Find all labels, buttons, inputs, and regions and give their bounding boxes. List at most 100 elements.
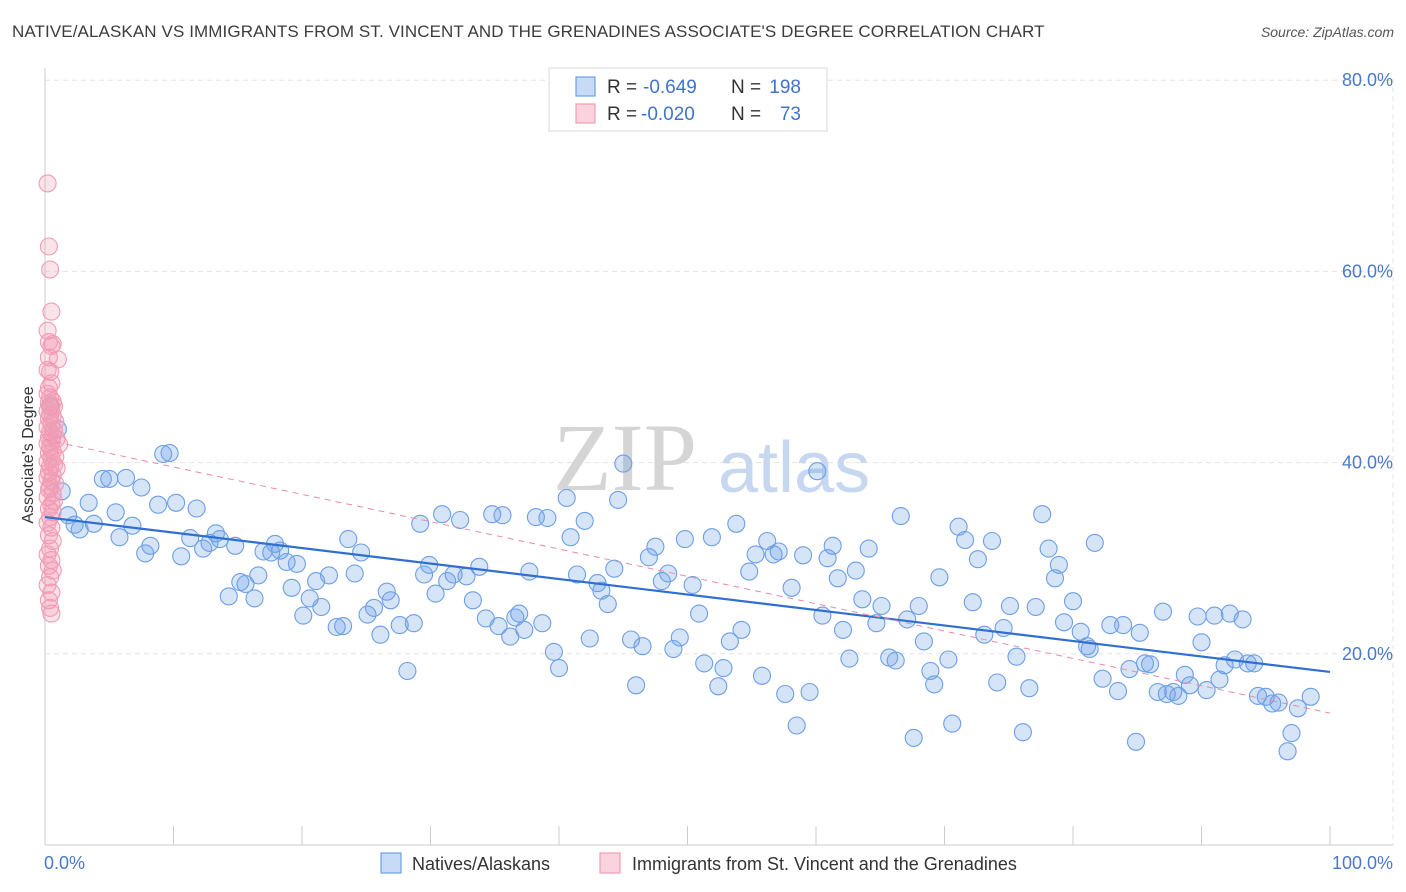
data-point-natives	[683, 575, 702, 595]
legend-swatch-immigrants	[599, 852, 621, 874]
data-point-natives	[1063, 592, 1083, 611]
x-tick-label: 100.0%	[1332, 853, 1393, 873]
data-point-natives	[702, 528, 721, 547]
data-point-natives	[520, 562, 539, 581]
data-point-natives	[1101, 616, 1120, 635]
data-point-natives	[909, 596, 928, 616]
data-point-natives	[1080, 639, 1099, 659]
data-point-natives	[463, 591, 482, 610]
data-point-natives	[110, 528, 129, 547]
data-point-natives	[426, 584, 445, 603]
data-point-natives	[312, 597, 331, 617]
data-point-natives	[823, 536, 842, 555]
data-point-natives	[963, 593, 982, 612]
watermark-atlas: atlas	[718, 428, 870, 508]
data-point-natives	[646, 537, 665, 556]
data-point-natives	[390, 616, 409, 635]
data-point-natives	[639, 548, 658, 567]
data-point-natives	[470, 557, 489, 576]
data-point-natives	[79, 493, 98, 512]
data-point-natives	[690, 604, 709, 623]
stats-n-value-0: 198	[769, 77, 801, 98]
data-point-natives	[404, 614, 423, 633]
data-point-natives	[371, 625, 390, 644]
data-point-natives	[670, 628, 689, 647]
y-tick-label: 40.0%	[1342, 453, 1393, 473]
data-point-natives	[1215, 656, 1234, 675]
data-point-natives	[709, 677, 728, 696]
data-point-natives	[1278, 742, 1297, 761]
data-point-natives	[1248, 686, 1268, 705]
data-point-natives	[914, 632, 933, 651]
data-point-natives	[132, 478, 151, 497]
data-point-natives	[1301, 687, 1320, 706]
series-natives-alaskans	[41, 397, 1320, 761]
data-point-natives	[1282, 724, 1301, 743]
data-point-natives	[1157, 684, 1176, 704]
y-tick-label: 80.0%	[1342, 70, 1393, 90]
data-point-natives	[236, 574, 255, 594]
data-point-natives	[840, 649, 859, 668]
data-point-natives	[327, 617, 346, 637]
data-point-immigrants	[38, 360, 57, 379]
data-point-natives	[493, 506, 512, 525]
data-point-natives	[930, 568, 949, 587]
data-point-natives	[154, 444, 173, 464]
data-point-natives	[172, 547, 191, 566]
data-point-natives	[1180, 676, 1199, 695]
data-point-immigrants	[42, 604, 61, 623]
watermark: ZIP atlas	[553, 404, 870, 511]
stats-r-value-1: -0.020	[641, 104, 695, 125]
data-point-natives	[675, 530, 694, 549]
data-point-immigrants	[42, 302, 61, 321]
data-point-natives	[605, 559, 624, 578]
data-point-natives	[1175, 665, 1194, 684]
data-point-immigrants	[39, 237, 58, 256]
data-point-natives	[1039, 539, 1058, 558]
data-point-natives	[561, 528, 580, 547]
data-point-immigrants	[38, 321, 57, 340]
axes	[44, 68, 1393, 846]
data-point-natives	[1169, 686, 1188, 705]
data-point-natives	[438, 572, 457, 591]
data-point-natives	[782, 578, 801, 597]
data-point-natives	[764, 545, 783, 564]
legend-label-immigrants: Immigrants from St. Vincent and the Gren…	[632, 854, 1017, 874]
data-point-natives	[345, 564, 364, 583]
watermark-zip: ZIP	[553, 404, 697, 511]
data-point-natives	[1126, 732, 1146, 751]
data-point-natives	[968, 550, 987, 569]
data-point-natives	[160, 443, 179, 463]
data-point-natives	[1045, 569, 1065, 588]
data-point-natives	[381, 591, 400, 610]
data-point-natives	[1049, 555, 1068, 574]
data-point-natives	[956, 530, 975, 550]
data-point-natives	[1085, 533, 1104, 552]
data-point-natives	[921, 661, 940, 681]
data-point-natives	[1130, 623, 1149, 642]
data-point-natives	[652, 572, 671, 591]
data-point-natives	[1197, 681, 1216, 700]
data-point-natives	[451, 510, 470, 530]
trend-lines	[44, 439, 1331, 714]
data-point-natives	[510, 604, 529, 623]
data-point-natives	[939, 650, 958, 669]
data-point-natives	[149, 495, 168, 514]
trend-line-natives	[44, 515, 1331, 674]
data-point-natives	[1153, 602, 1173, 621]
data-point-natives	[116, 468, 136, 487]
data-point-natives	[533, 614, 552, 633]
data-point-natives	[141, 536, 160, 555]
data-point-natives	[925, 675, 944, 694]
data-point-natives	[659, 564, 678, 583]
data-point-natives	[614, 454, 633, 473]
data-point-immigrants	[39, 591, 58, 610]
data-point-natives	[1269, 693, 1288, 712]
data-point-immigrants	[41, 362, 60, 381]
data-point-natives	[859, 539, 878, 558]
data-point-natives	[167, 493, 186, 512]
data-point-natives	[575, 511, 594, 530]
data-point-natives	[1026, 597, 1045, 617]
data-point-natives	[100, 469, 119, 488]
data-point-natives	[1114, 616, 1133, 635]
